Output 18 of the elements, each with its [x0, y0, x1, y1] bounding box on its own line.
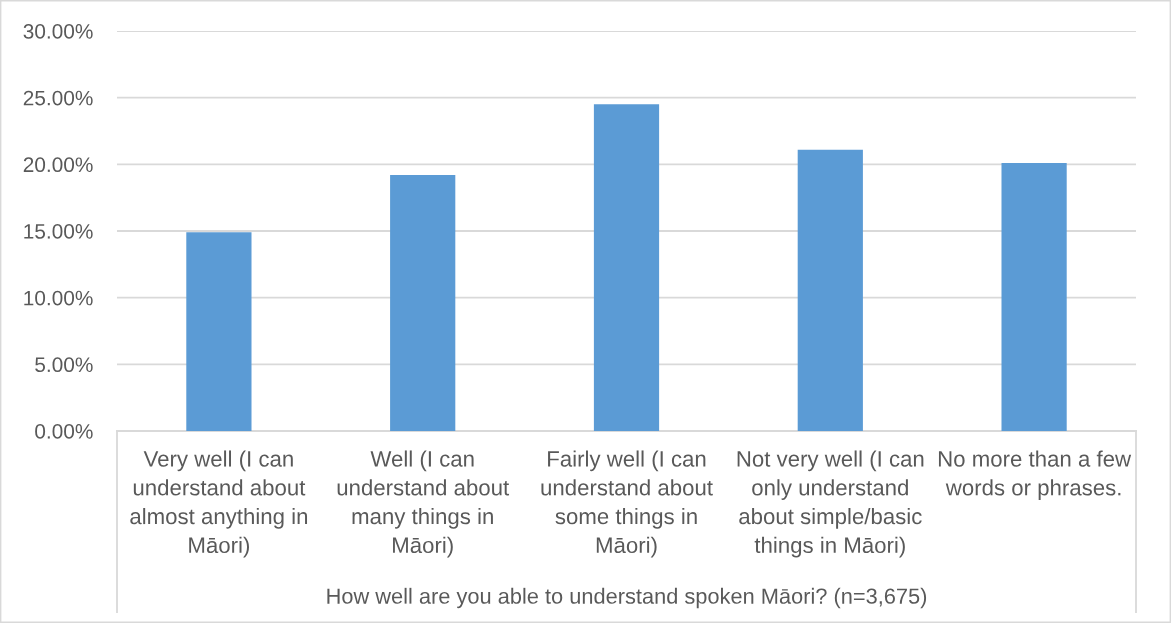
bar: [797, 149, 863, 431]
y-tick-label: 5.00%: [35, 357, 93, 373]
y-tick-label: 25.00%: [23, 90, 93, 106]
bar: [1001, 163, 1067, 431]
y-tick-label: 0.00%: [35, 424, 93, 439]
x-tick-label: Fairly well (I can understand about some things in Māori): [541, 450, 713, 558]
x-axis-title: How well are you able to understand spoken Māori? (n=3,675): [327, 587, 927, 609]
x-tick-label: Well (I can understand about many things in Māori): [337, 450, 510, 558]
y-tick-label: 15.00%: [24, 224, 93, 239]
bar: [390, 175, 456, 431]
bar: [186, 232, 252, 431]
x-tick-label: Very well (I can understand about almost anything in Māori): [130, 450, 308, 558]
y-tick-label: 20.00%: [23, 157, 93, 173]
y-tick-label: 30.00%: [23, 24, 93, 39]
x-tick-label: Not very well (I can only understand about simple/basic things in Māori): [737, 450, 924, 558]
bar: [593, 104, 660, 431]
x-tick-label: No more than a few words or phrases.: [938, 450, 1132, 500]
y-tick-label: 10.00%: [24, 290, 93, 306]
